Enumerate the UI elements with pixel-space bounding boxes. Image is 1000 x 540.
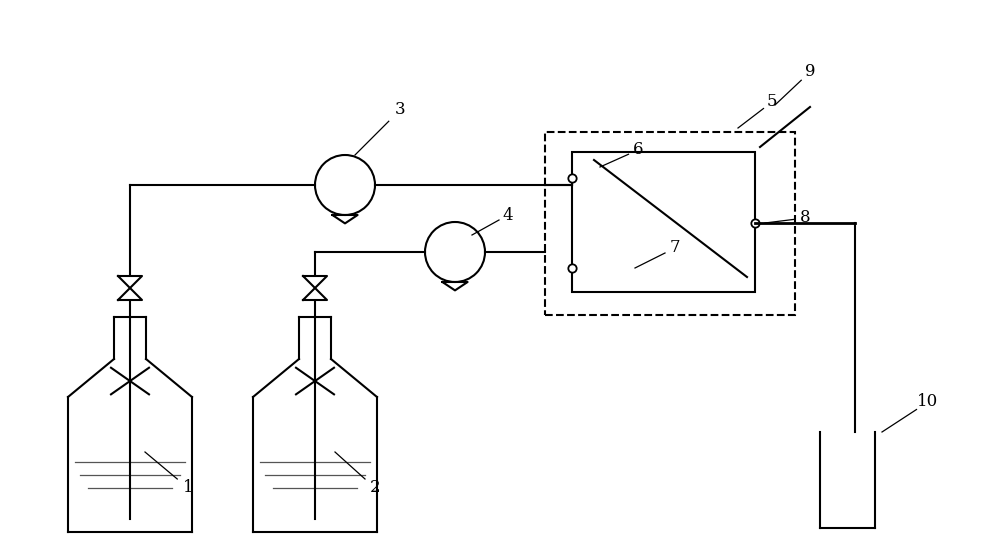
Text: 8: 8: [800, 210, 810, 226]
Text: 5: 5: [767, 93, 777, 111]
Text: 9: 9: [805, 64, 815, 80]
Text: 2: 2: [370, 480, 380, 496]
Text: 7: 7: [670, 240, 680, 256]
Text: 10: 10: [917, 394, 939, 410]
Text: 6: 6: [633, 141, 643, 159]
Bar: [545, 132, 795, 315]
Text: 4: 4: [503, 206, 513, 224]
Text: 3: 3: [395, 102, 405, 118]
Text: 1: 1: [183, 480, 193, 496]
Bar: [572, 152, 755, 292]
